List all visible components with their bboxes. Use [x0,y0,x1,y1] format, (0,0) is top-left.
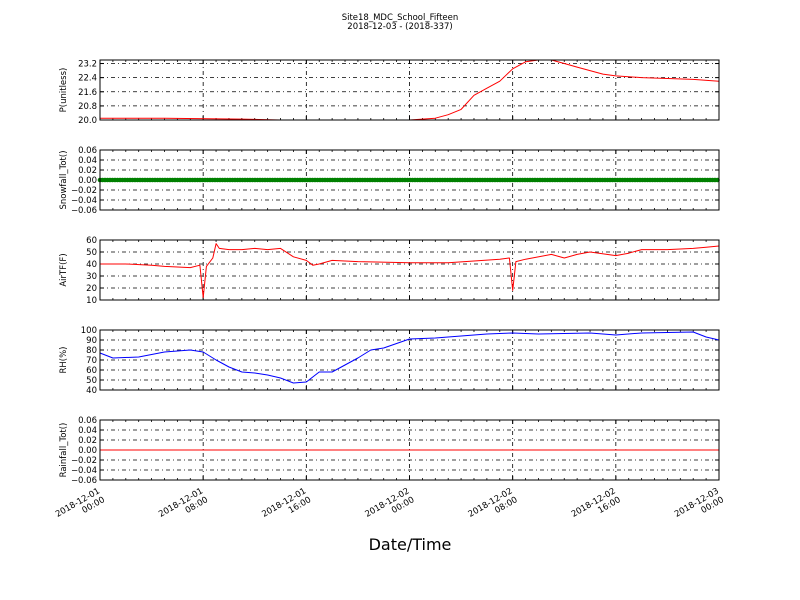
y-tick-label: 100 [81,326,97,336]
series-line [99,331,720,384]
y-tick-label: 80 [86,346,97,356]
panel-5: −0.06−0.04−0.020.000.020.040.06 Rainfall_… [59,416,720,486]
y-tick-label: 20.8 [78,102,97,112]
y-tick-label: −0.06 [71,206,97,216]
y-tick-label: 60 [86,366,97,376]
y-tick-label: 60 [86,236,97,246]
y-tick-label: 40 [86,260,97,270]
y-tick-label: 50 [86,376,97,386]
y-tick-label: 0.00 [78,176,97,186]
y-tick-label: 0.02 [78,166,97,176]
y-tick-label: −0.04 [71,196,97,206]
figure-title-line2: 2018-12-03 - (2018-337) [347,22,452,32]
figure-title-line1: Site18_MDC_School_Fifteen [342,13,459,23]
y-tick-label: −0.02 [71,186,97,196]
y-tick-label: 0.04 [78,156,97,166]
y-tick-label: 21.6 [78,88,97,98]
y-tick-label: 0.04 [78,426,97,436]
y-tick-label: 10 [86,296,97,306]
y-axis-label: P(unitless) [59,68,69,113]
series-line [100,243,720,299]
panel-1: 20.0 20.8 21.6 22.4 23.2 P(unitless) [59,59,720,126]
plot-frame [99,149,720,211]
y-tick-label: −0.04 [71,466,97,476]
y-axis-label: Rainfall_Tot() [59,423,69,478]
y-tick-label: 30 [86,272,97,282]
y-tick-label: 0.06 [78,146,97,156]
y-tick-label: 40 [86,386,97,396]
y-tick-label: 22.4 [78,74,97,84]
y-tick-label: 90 [86,336,97,346]
y-tick-label: 20 [86,284,97,294]
y-tick-label: 0.00 [78,446,97,456]
series-markers [97,177,720,183]
panel-2: −0.06−0.04−0.020.000.020.040.06 Snowfall_… [59,146,720,216]
x-axis-label: Date/Time [369,535,452,554]
y-tick-label: 20.0 [78,116,97,126]
y-tick-label: 0.06 [78,416,97,426]
plot-frame [99,239,720,301]
plot-frame [99,59,720,121]
plot-frame [99,329,720,391]
y-axis-label: Snowfall_Tot() [59,150,69,209]
panel-3: 10 20 30 40 50 60 AirTF(F) [59,236,720,306]
y-axis-label: AirTF(F) [59,253,69,286]
y-tick-label: 23.2 [78,60,97,70]
y-tick-label: 70 [86,356,97,366]
plot-frame [99,419,720,481]
y-tick-label: −0.06 [71,476,97,486]
y-tick-label: −0.02 [71,456,97,466]
y-axis-label: RH(%) [59,346,69,373]
y-tick-label: 0.02 [78,436,97,446]
y-tick-label: 50 [86,248,97,258]
